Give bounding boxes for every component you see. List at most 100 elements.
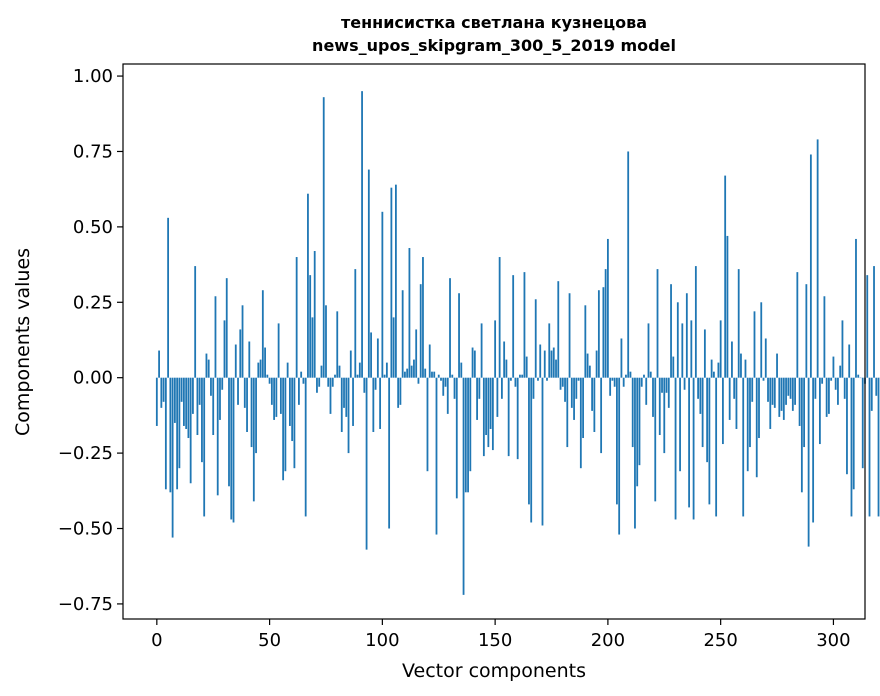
bar xyxy=(658,377,661,436)
bar xyxy=(746,377,749,472)
y-axis-ticks: −0.75 −0.50 −0.25 0.00 0.25 0.50 0.75 1.00 xyxy=(58,66,123,615)
bar xyxy=(500,377,503,399)
bar xyxy=(340,377,343,432)
bar xyxy=(796,272,799,378)
bar xyxy=(331,377,334,387)
bar xyxy=(444,377,447,387)
bar xyxy=(415,329,418,378)
bar xyxy=(778,377,781,417)
bar xyxy=(676,302,679,378)
y-tick-label: −0.25 xyxy=(58,443,113,464)
bar xyxy=(609,377,612,396)
bar xyxy=(724,175,727,378)
bar xyxy=(239,329,242,378)
bar xyxy=(697,377,700,399)
bar xyxy=(257,362,260,378)
y-tick-label: 0.00 xyxy=(73,368,113,389)
bar xyxy=(198,377,201,405)
bar xyxy=(550,350,553,378)
bar xyxy=(485,377,488,436)
bar xyxy=(649,371,652,378)
bar xyxy=(185,377,188,429)
bar xyxy=(582,377,584,439)
bar xyxy=(440,377,442,381)
bar xyxy=(291,377,294,442)
chart-title-line1: теннисистка светлана кузнецова xyxy=(341,13,647,32)
bar xyxy=(376,338,379,378)
bar xyxy=(397,377,400,408)
bar xyxy=(870,377,873,411)
bar xyxy=(383,374,386,378)
bar xyxy=(358,362,361,378)
bar xyxy=(703,329,706,378)
bar xyxy=(873,266,875,378)
bar xyxy=(365,377,368,550)
bar xyxy=(848,344,851,378)
bar xyxy=(467,377,469,493)
bar xyxy=(345,377,348,417)
bar xyxy=(255,377,257,454)
bar xyxy=(413,359,415,378)
bar xyxy=(672,356,675,378)
bar xyxy=(600,377,603,454)
bar xyxy=(394,184,397,378)
bar xyxy=(803,377,806,448)
bar xyxy=(246,377,248,432)
bar xyxy=(433,371,436,378)
bar xyxy=(640,377,643,387)
x-tick-label: 100 xyxy=(365,630,399,651)
bar xyxy=(830,377,833,381)
bar xyxy=(647,323,650,378)
bar xyxy=(731,341,733,378)
bar xyxy=(694,266,697,378)
bar xyxy=(588,365,591,378)
bar xyxy=(816,139,819,378)
bar xyxy=(690,320,693,378)
bar xyxy=(785,377,787,405)
bar xyxy=(821,377,824,384)
bar xyxy=(178,377,181,469)
bar xyxy=(210,377,212,396)
bar xyxy=(577,377,580,381)
bar xyxy=(250,377,253,448)
bar xyxy=(843,377,846,399)
bar xyxy=(464,377,467,493)
bar xyxy=(855,238,857,378)
bar xyxy=(643,374,645,378)
bar xyxy=(749,377,751,448)
bar xyxy=(663,377,666,454)
bar xyxy=(243,377,246,408)
bar xyxy=(674,377,677,520)
bar xyxy=(487,377,490,448)
bar xyxy=(300,371,303,378)
bar xyxy=(428,344,431,378)
x-tick-label: 50 xyxy=(258,630,281,651)
bar xyxy=(482,377,485,457)
bar xyxy=(613,377,616,387)
bar xyxy=(575,377,578,399)
bar xyxy=(279,377,282,414)
bar xyxy=(618,377,621,535)
bar xyxy=(846,377,848,475)
y-tick-label: 0.50 xyxy=(73,217,113,238)
bar xyxy=(809,154,812,378)
bar xyxy=(399,377,402,405)
bar xyxy=(780,377,783,411)
bar xyxy=(679,377,681,472)
bar xyxy=(868,377,871,517)
bar xyxy=(555,359,557,378)
bar xyxy=(805,284,808,378)
bar xyxy=(451,374,454,378)
bar xyxy=(442,377,445,396)
bar xyxy=(221,377,224,390)
bar xyxy=(160,377,163,408)
bar xyxy=(769,377,772,429)
bar xyxy=(277,323,280,378)
bar xyxy=(722,377,724,445)
bar xyxy=(543,350,546,378)
bar xyxy=(343,377,345,408)
bar xyxy=(866,275,869,378)
bar xyxy=(164,377,167,490)
bar xyxy=(787,377,790,396)
bar xyxy=(767,377,769,402)
